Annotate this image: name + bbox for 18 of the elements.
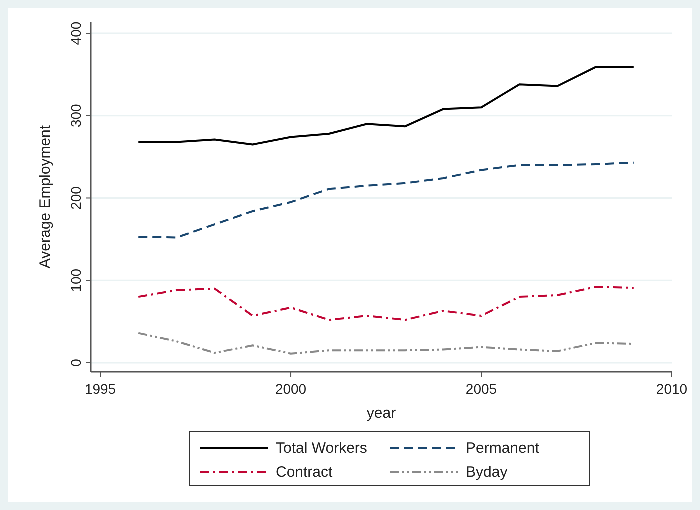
y-axis-title: Average Employment (37, 124, 54, 269)
x-tick-label: 2010 (656, 381, 688, 397)
x-tick-label: 2000 (275, 381, 307, 397)
y-tick-label: 200 (68, 186, 84, 210)
line-series (138, 66, 635, 146)
y-tick-label: 0 (68, 358, 84, 367)
y-tick-label: 400 (68, 22, 84, 46)
legend-label: Total Workers (276, 440, 368, 457)
legend-label: Permanent (466, 440, 540, 457)
legend-label: Byday (466, 464, 508, 481)
x-tick-label: 2005 (466, 381, 498, 397)
line-series (138, 162, 635, 239)
y-tick-label: 100 (68, 268, 84, 292)
line-series (138, 286, 635, 322)
x-tick-label: 1995 (84, 381, 116, 397)
legend-label: Contract (276, 464, 334, 481)
y-tick-label: 300 (68, 104, 84, 128)
x-axis-title: year (366, 405, 396, 422)
